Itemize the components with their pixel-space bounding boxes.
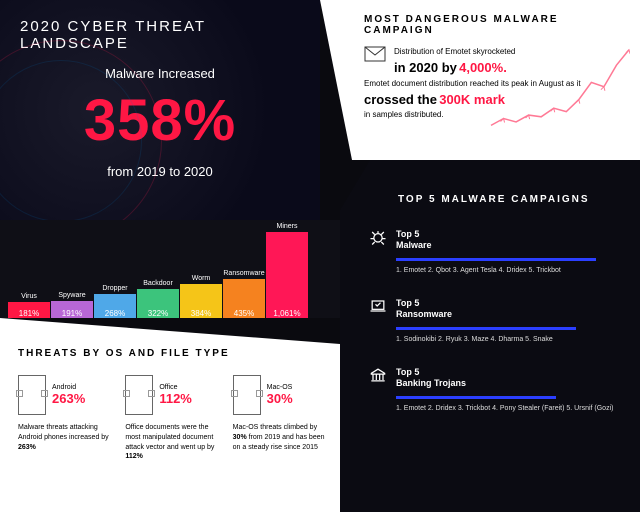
laptop-icon: [368, 296, 388, 321]
bar-spyware: Spyware191%: [51, 292, 93, 318]
hero-panel: 2020 CYBER THREAT LANDSCAPE Malware Incr…: [0, 0, 320, 220]
danger-title: MOST DANGEROUS MALWARE CAMPAIGN: [364, 14, 624, 36]
campaign-item: Top 5Banking Trojans1. Emotet 2. Dridex …: [368, 365, 624, 412]
bar-ransomware: Ransomware435%: [223, 270, 265, 318]
danger-line-chart: [490, 46, 630, 136]
hero-title: 2020 CYBER THREAT LANDSCAPE: [0, 0, 320, 52]
device-icon: [233, 375, 261, 415]
campaign-item: Top 5Ransomware1. Sodinokibi 2. Ryuk 3. …: [368, 296, 624, 343]
campaign-item: Top 5Malware1. Emotet 2. Qbot 3. Agent T…: [368, 227, 624, 274]
threat-card-office: Office112%Office documents were the most…: [125, 375, 218, 462]
hero-foot: from 2019 to 2020: [0, 164, 320, 179]
bug-icon: [368, 227, 388, 252]
bar-backdoor: Backdoor322%: [137, 280, 179, 318]
bar-chart: Virus181%Spyware191%Dropper268%Backdoor3…: [8, 226, 340, 318]
threats-title: THREATS BY OS AND FILE TYPE: [18, 348, 326, 359]
threat-card-mac-os: Mac-OS30%Mac-OS threats climbed by 30% f…: [233, 375, 326, 462]
danger-panel: MOST DANGEROUS MALWARE CAMPAIGN Distribu…: [320, 0, 640, 160]
hero-stat: 358%: [0, 87, 320, 154]
envelope-icon: [364, 46, 386, 62]
threats-panel: THREATS BY OS AND FILE TYPE Android263%M…: [0, 318, 340, 512]
threat-card-android: Android263%Malware threats attacking And…: [18, 375, 111, 462]
hero-subhead: Malware Increased: [0, 66, 320, 81]
bar-chart-panel: Virus181%Spyware191%Dropper268%Backdoor3…: [0, 220, 340, 318]
bar-dropper: Dropper268%: [94, 285, 136, 318]
bar-worm: Worm384%: [180, 275, 222, 318]
device-icon: [125, 375, 153, 415]
device-icon: [18, 375, 46, 415]
campaigns-panel: TOP 5 MALWARE CAMPAIGNS Top 5Malware1. E…: [340, 160, 640, 512]
bar-virus: Virus181%: [8, 293, 50, 318]
campaigns-title: TOP 5 MALWARE CAMPAIGNS: [398, 194, 624, 205]
bar-miners: Miners1,061%: [266, 223, 308, 318]
bank-icon: [368, 365, 388, 390]
